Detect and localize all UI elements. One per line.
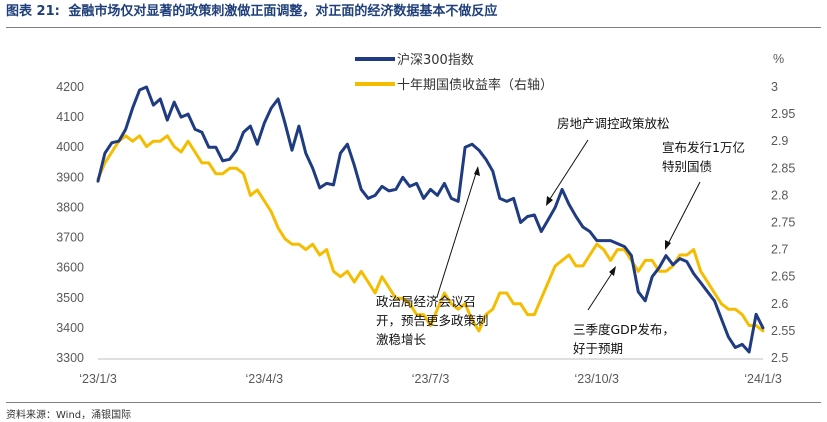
right-axis-unit: % bbox=[773, 52, 784, 66]
right-tick-label: 2.6 bbox=[771, 297, 788, 311]
annotation-arrowhead-politburo bbox=[474, 166, 480, 176]
series-line-csi300 bbox=[96, 85, 765, 354]
left-tick-label: 3800 bbox=[56, 200, 84, 214]
left-tick-label: 3900 bbox=[56, 170, 84, 184]
x-tick-label: ‘23/1/3 bbox=[79, 372, 117, 386]
left-tick-label: 4000 bbox=[56, 140, 84, 154]
legend-label-csi300: 沪深300指数 bbox=[397, 52, 474, 68]
right-tick-label: 2.95 bbox=[771, 107, 795, 121]
x-tick-label: ‘24/1/3 bbox=[744, 372, 782, 386]
left-tick-label: 3400 bbox=[56, 321, 84, 335]
right-tick-label: 2.75 bbox=[771, 216, 795, 230]
source-note: 资料来源：Wind，涌银国际 bbox=[6, 410, 132, 421]
right-tick-label: 2.5 bbox=[771, 351, 788, 365]
annotation-arrowhead-property-easing bbox=[546, 196, 553, 206]
x-tick-label: ‘23/7/3 bbox=[412, 372, 450, 386]
right-tick-label: 2.7 bbox=[771, 243, 788, 257]
line-chart: 4200 4100 4000 3900 3800 3700 3600 3500 3400 3300… bbox=[56, 52, 795, 386]
figure-label: 图表 21: bbox=[6, 4, 60, 19]
title-divider bbox=[6, 27, 821, 28]
annotation-politburo: 政治局经济会议召 开，预告更多政策刺 激稳增长 bbox=[376, 294, 493, 347]
right-tick-label: 2.9 bbox=[771, 134, 788, 148]
annotation-arrow-q3-gdp bbox=[587, 269, 615, 311]
legend: 沪深300指数 十年期国债收益率（右轴） bbox=[355, 52, 553, 93]
annotation-arrow-special-bonds bbox=[666, 181, 701, 247]
x-tick-label: ‘23/10/3 bbox=[575, 372, 620, 386]
footer-divider bbox=[6, 402, 821, 403]
right-tick-label: 2.55 bbox=[771, 324, 795, 338]
right-tick-label: 2.85 bbox=[771, 161, 795, 175]
annotation-arrow-politburo bbox=[436, 169, 478, 298]
series-line-bond-yield bbox=[96, 134, 765, 333]
annotation-arrowhead-special-bonds bbox=[665, 240, 671, 250]
annotation-arrowhead-q3-gdp bbox=[609, 266, 616, 276]
annotation-special-bonds: 宣布发行1万亿 特别国债 bbox=[662, 140, 749, 174]
annotations: 房地产调控政策放松 宣布发行1万亿 特别国债 政治局经济会议召 开，预告更多政策… bbox=[376, 116, 749, 356]
annotation-property-easing: 房地产调控政策放松 bbox=[557, 116, 670, 131]
right-tick-label: 2.65 bbox=[771, 270, 795, 284]
left-tick-label: 3700 bbox=[56, 231, 84, 245]
figure-title-text: 金融市场仅对显著的政策刺激做正面调整，对正面的经济数据基本不做反应 bbox=[68, 4, 498, 19]
left-axis: 4200 4100 4000 3900 3800 3700 3600 3500 3400 3300 bbox=[56, 80, 84, 365]
x-tick-label: ‘23/4/3 bbox=[245, 372, 283, 386]
annotation-arrow-property-easing bbox=[547, 139, 589, 203]
right-tick-label: 3 bbox=[771, 80, 778, 94]
figure-title: 图表 21: 金融市场仅对显著的政策刺激做正面调整，对正面的经济数据基本不做反应 bbox=[6, 0, 497, 19]
annotation-q3-gdp: 三季度GDP发布， 好于预期 bbox=[573, 322, 679, 356]
left-tick-label: 3500 bbox=[56, 291, 84, 305]
left-tick-label: 4100 bbox=[56, 110, 84, 124]
right-tick-label: 2.8 bbox=[771, 188, 788, 202]
right-axis: 3 2.95 2.9 2.85 2.8 2.75 2.7 2.65 2.6 2.55 2.5 bbox=[771, 80, 795, 365]
x-axis: ‘23/1/3 ‘23/4/3 ‘23/7/3 ‘23/10/3 ‘24/1/3 bbox=[79, 372, 782, 386]
series-lines bbox=[96, 85, 765, 354]
legend-label-bond-yield: 十年期国债收益率（右轴） bbox=[397, 77, 553, 93]
left-tick-label: 3600 bbox=[56, 261, 84, 275]
left-tick-label: 3300 bbox=[56, 351, 84, 365]
left-tick-label: 4200 bbox=[56, 80, 84, 94]
